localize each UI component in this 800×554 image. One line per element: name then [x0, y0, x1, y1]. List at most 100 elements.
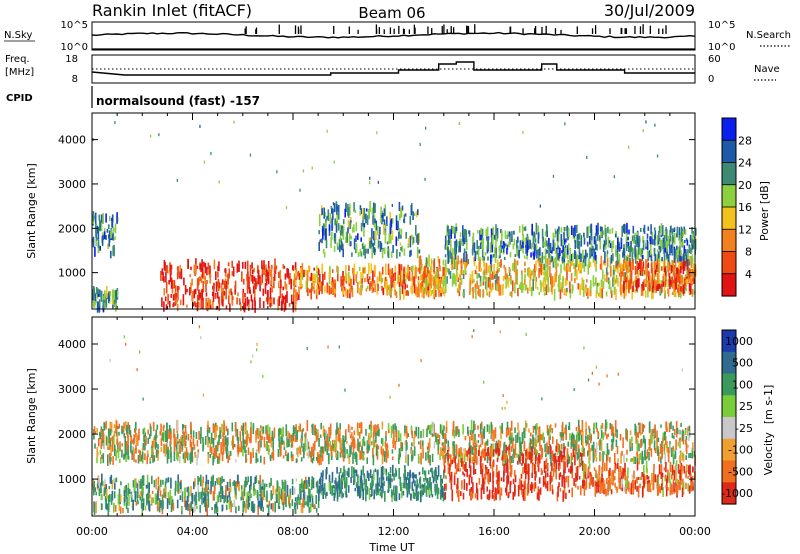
velocity-cell — [109, 453, 111, 461]
power-cell — [478, 245, 480, 251]
power-cell — [313, 267, 315, 271]
power-cell — [602, 281, 605, 290]
velocity-cell — [96, 447, 98, 459]
velocity-cell — [93, 503, 96, 515]
power-cell — [584, 249, 587, 260]
velocity-cell — [125, 455, 127, 463]
velocity-cell — [154, 440, 157, 450]
velocity-cell — [159, 490, 162, 497]
velocity-cell — [426, 428, 428, 438]
velocity-cell — [259, 501, 261, 509]
power-cell — [401, 245, 403, 253]
power-cell — [664, 265, 667, 276]
power-cell — [682, 240, 684, 247]
velocity-cell — [229, 450, 232, 456]
power-cell — [457, 277, 459, 283]
power-cell — [443, 270, 446, 278]
velocity-cell — [374, 424, 376, 435]
power-cell — [417, 280, 420, 284]
velocity-cell — [282, 502, 285, 511]
power-cell — [679, 275, 681, 284]
power-cell — [467, 259, 470, 265]
power-cell — [390, 269, 392, 279]
velocity-cell — [353, 467, 355, 474]
velocity-cell — [116, 439, 118, 445]
power-cell — [583, 286, 585, 297]
power-cell — [552, 174, 555, 178]
velocity-cell — [409, 474, 412, 478]
velocity-cell — [431, 494, 434, 498]
power-cell — [444, 235, 447, 246]
power-cell — [287, 268, 290, 279]
velocity-cell — [249, 484, 251, 494]
power-cell — [531, 223, 533, 236]
velocity-cell — [629, 430, 632, 436]
power-cell — [579, 284, 581, 294]
power-cell — [403, 218, 405, 223]
velocity-cell — [218, 477, 220, 486]
velocity-cell — [380, 446, 383, 455]
power-cell — [659, 240, 662, 252]
power-cell — [419, 142, 421, 146]
power-cell — [570, 273, 573, 282]
power-cell — [608, 279, 611, 290]
power-cell — [486, 288, 488, 295]
velocity-cell — [606, 421, 608, 429]
power-cell — [176, 178, 178, 182]
velocity-cell — [592, 444, 595, 457]
power-cell — [680, 274, 682, 285]
power-cell — [319, 282, 321, 286]
power-cell — [359, 281, 361, 285]
power-cell — [383, 247, 386, 255]
power-cell — [670, 244, 673, 249]
power-cell — [359, 248, 362, 256]
power-cell — [366, 273, 369, 282]
power-cell — [549, 242, 552, 253]
velocity-cell — [151, 447, 153, 455]
power-cell — [511, 231, 513, 240]
velocity-cell — [550, 454, 552, 467]
power-cell — [594, 258, 597, 269]
velocity-cell — [207, 490, 209, 497]
velocity-cell — [463, 453, 466, 463]
power-cell — [571, 284, 574, 294]
velocity-cell — [535, 424, 537, 437]
power-cell — [589, 261, 592, 267]
power-cell — [112, 227, 115, 232]
velocity-cell — [644, 438, 646, 450]
velocity-cell — [427, 442, 430, 450]
velocity-cell — [122, 508, 124, 513]
power-colorbar-tick-label: 12 — [738, 223, 752, 236]
velocity-cell — [104, 479, 106, 487]
power-cell — [498, 283, 501, 296]
velocity-cell — [270, 490, 272, 501]
velocity-cell — [418, 471, 421, 476]
velocity-cell — [473, 420, 475, 431]
velocity-cell — [268, 482, 271, 488]
power-cell — [603, 240, 606, 247]
power-cell — [480, 281, 482, 287]
power-cell — [228, 268, 231, 279]
velocity-cell — [148, 482, 150, 494]
velocity-cell — [155, 450, 158, 458]
velocity-cell — [443, 454, 445, 466]
power-cell — [558, 258, 560, 262]
velocity-cell — [304, 483, 307, 489]
velocity-cell — [101, 493, 103, 501]
velocity-cell — [194, 478, 196, 487]
power-cell — [692, 289, 694, 295]
power-cell — [443, 284, 445, 292]
velocity-cell — [585, 429, 587, 436]
velocity-cell — [637, 431, 639, 439]
power-cell — [496, 273, 498, 281]
power-cell — [678, 289, 680, 297]
nsky-label: N.Sky — [4, 30, 32, 41]
power-cell — [631, 287, 633, 300]
power-cell — [399, 274, 402, 286]
power-cell — [582, 279, 585, 291]
velocity-cell — [630, 441, 632, 448]
power-cell — [377, 240, 380, 248]
power-cell — [449, 249, 452, 259]
velocity-cell — [544, 443, 546, 453]
power-cell — [176, 303, 179, 312]
